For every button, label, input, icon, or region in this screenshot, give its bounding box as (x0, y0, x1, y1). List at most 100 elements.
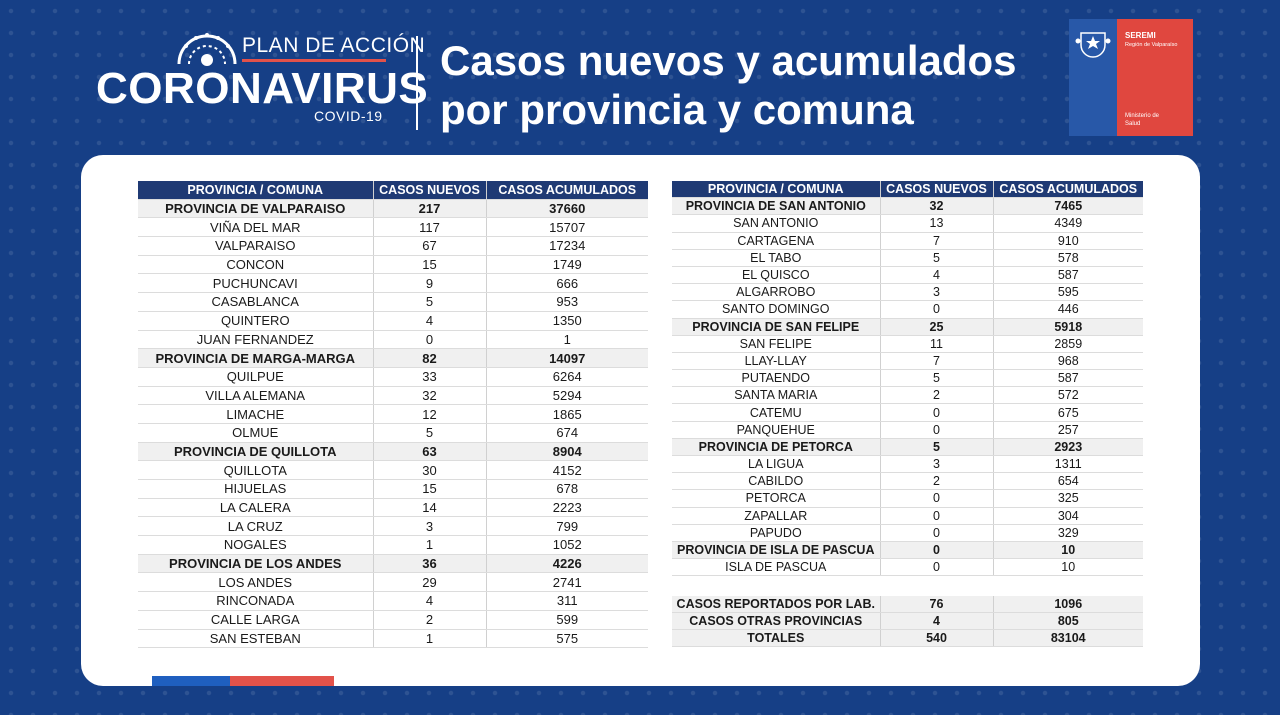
cell-name: CABILDO (672, 472, 880, 491)
cell-total-cases: 2859 (992, 335, 1143, 353)
table-row: LIMACHE 12 1865 (138, 404, 648, 424)
cell-total-cases: 910 (992, 232, 1143, 250)
seremi-red-band: SEREMI Región de Valparaíso Ministerio d… (1117, 19, 1193, 136)
cell-name: CASOS REPORTADOS POR LAB. (672, 596, 880, 613)
cell-total-cases: 10 (992, 541, 1143, 560)
cell-name: PROVINCIA DE SAN ANTONIO (672, 197, 880, 216)
cell-total-cases: 595 (992, 283, 1143, 302)
cell-new-cases: 63 (372, 442, 486, 462)
table-row: ALGARROBO 3 595 (672, 283, 1143, 302)
cell-name: CONCON (138, 255, 373, 275)
table-row: JUAN FERNANDEZ 0 1 (138, 330, 648, 350)
cell-new-cases: 5 (879, 249, 993, 267)
cell-new-cases: 29 (372, 572, 486, 593)
right-cases-table: PROVINCIA / COMUNA CASOS NUEVOS CASOS AC… (672, 181, 1143, 577)
table-row: CONCON 15 1749 (138, 255, 648, 275)
seremi-blue-band (1069, 19, 1117, 136)
cell-total-cases: 17234 (485, 236, 648, 256)
cell-new-cases: 67 (372, 236, 486, 256)
coronavirus-emblem-icon (177, 33, 237, 66)
cell-name: PROVINCIA DE SAN FELIPE (672, 318, 880, 336)
table-row: SAN ANTONIO 13 4349 (672, 214, 1143, 233)
table-row: QUINTERO 4 1350 (138, 311, 648, 331)
column-header-new: CASOS NUEVOS (372, 181, 486, 200)
table-row: TOTALES 540 83104 (672, 629, 1143, 647)
chile-crest-icon (1075, 32, 1111, 58)
table-header-row: PROVINCIA / COMUNA CASOS NUEVOS CASOS AC… (672, 181, 1143, 199)
table-row: CABILDO 2 654 (672, 472, 1143, 491)
cell-new-cases: 5 (372, 423, 486, 443)
cell-total-cases: 7465 (992, 197, 1143, 216)
logo-plan-text: PLAN DE ACCIÓN (242, 34, 426, 57)
cell-new-cases: 2 (879, 472, 993, 491)
cell-total-cases: 678 (485, 479, 648, 499)
cell-name: HIJUELAS (138, 479, 373, 499)
table-row: PUCHUNCAVI 9 666 (138, 273, 648, 294)
cell-total-cases: 1865 (485, 404, 648, 424)
cell-total-cases: 1350 (485, 311, 648, 331)
table-row: EL TABO 5 578 (672, 249, 1143, 267)
cell-total-cases: 575 (485, 629, 648, 649)
cell-new-cases: 0 (879, 489, 993, 508)
cell-new-cases: 3 (879, 283, 993, 302)
cell-total-cases: 83104 (992, 629, 1143, 647)
cell-new-cases: 33 (372, 367, 486, 387)
cell-name: LIMACHE (138, 404, 373, 424)
cell-total-cases: 2223 (485, 498, 648, 518)
cell-new-cases: 0 (879, 421, 993, 439)
cell-total-cases: 968 (992, 352, 1143, 371)
table-row: LA CALERA 14 2223 (138, 498, 648, 518)
cell-new-cases: 5 (372, 292, 486, 312)
cell-total-cases: 257 (992, 421, 1143, 439)
cell-total-cases: 654 (992, 472, 1143, 491)
cell-new-cases: 5 (879, 369, 993, 388)
cell-new-cases: 11 (879, 335, 993, 353)
cell-total-cases: 311 (485, 591, 648, 611)
table-row: CALLE LARGA 2 599 (138, 610, 648, 630)
header-divider (416, 36, 418, 130)
cell-name: ISLA DE PASCUA (672, 558, 880, 577)
province-row: PROVINCIA DE VALPARAISO 217 37660 (138, 199, 648, 219)
cell-total-cases: 1 (485, 330, 648, 350)
footer-red-bar (230, 676, 334, 686)
table-row: SANTO DOMINGO 0 446 (672, 300, 1143, 319)
cell-name: EL QUISCO (672, 266, 880, 285)
cell-new-cases: 0 (879, 300, 993, 319)
cell-total-cases: 799 (485, 516, 648, 537)
cell-total-cases: 599 (485, 610, 648, 630)
plan-de-accion-logo: PLAN DE ACCIÓN CORONAVIRUS COVID-19 (96, 28, 428, 128)
cell-total-cases: 587 (992, 369, 1143, 388)
province-row: PROVINCIA DE SAN ANTONIO 32 7465 (672, 197, 1143, 216)
cell-new-cases: 540 (879, 629, 993, 647)
cell-new-cases: 2 (879, 386, 993, 405)
cell-new-cases: 4 (879, 612, 993, 630)
table-row: SAN ESTEBAN 1 575 (138, 629, 648, 649)
cell-new-cases: 12 (372, 404, 486, 424)
cell-total-cases: 6264 (485, 367, 648, 387)
table-row: EL QUISCO 4 587 (672, 266, 1143, 285)
cell-name: PROVINCIA DE MARGA-MARGA (138, 348, 373, 368)
cell-total-cases: 304 (992, 507, 1143, 525)
cell-name: CARTAGENA (672, 232, 880, 250)
cell-new-cases: 82 (372, 348, 486, 368)
cell-name: PROVINCIA DE PETORCA (672, 438, 880, 457)
table-row: VIÑA DEL MAR 117 15707 (138, 217, 648, 238)
cell-new-cases: 0 (879, 403, 993, 422)
cell-name: SAN FELIPE (672, 335, 880, 353)
cell-name: LA CALERA (138, 498, 373, 518)
ministry-line-1: Ministerio de (1125, 113, 1160, 119)
cell-new-cases: 5 (879, 438, 993, 457)
cell-total-cases: 5294 (485, 386, 648, 406)
cell-total-cases: 4226 (485, 554, 648, 574)
table-row: QUILPUE 33 6264 (138, 367, 648, 387)
cell-name: PROVINCIA DE VALPARAISO (138, 199, 373, 219)
cell-total-cases: 4152 (485, 460, 648, 480)
table-row: ISLA DE PASCUA 0 10 (672, 558, 1143, 577)
cell-new-cases: 2 (372, 610, 486, 630)
seremi-region: Región de Valparaíso (1125, 42, 1178, 48)
table-row: LA LIGUA 3 1311 (672, 455, 1143, 474)
cell-new-cases: 1 (372, 629, 486, 649)
logo-coronavirus-text: CORONAVIRUS (96, 64, 429, 113)
cell-total-cases: 329 (992, 524, 1143, 542)
cell-name: PANQUEHUE (672, 421, 880, 439)
